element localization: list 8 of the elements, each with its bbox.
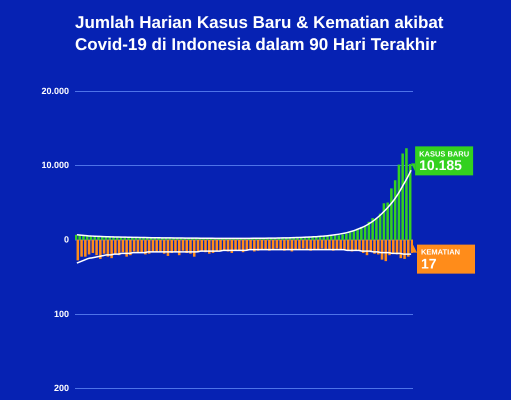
y-tick-label: 10.000 [41, 160, 69, 170]
y2-tick-label: 200 [54, 383, 69, 394]
text: 17 [421, 255, 437, 272]
y-tick-label: 20.000 [41, 86, 69, 96]
y2-tick-label: 100 [54, 308, 69, 319]
text: 10.185 [419, 157, 462, 174]
y-tick-label: 0 [64, 234, 69, 244]
chart-title: Jumlah Harian Kasus Baru & Kematian akibat Covid-19 di Indonesia dalam 90 Hari Terakhir [75, 12, 444, 56]
